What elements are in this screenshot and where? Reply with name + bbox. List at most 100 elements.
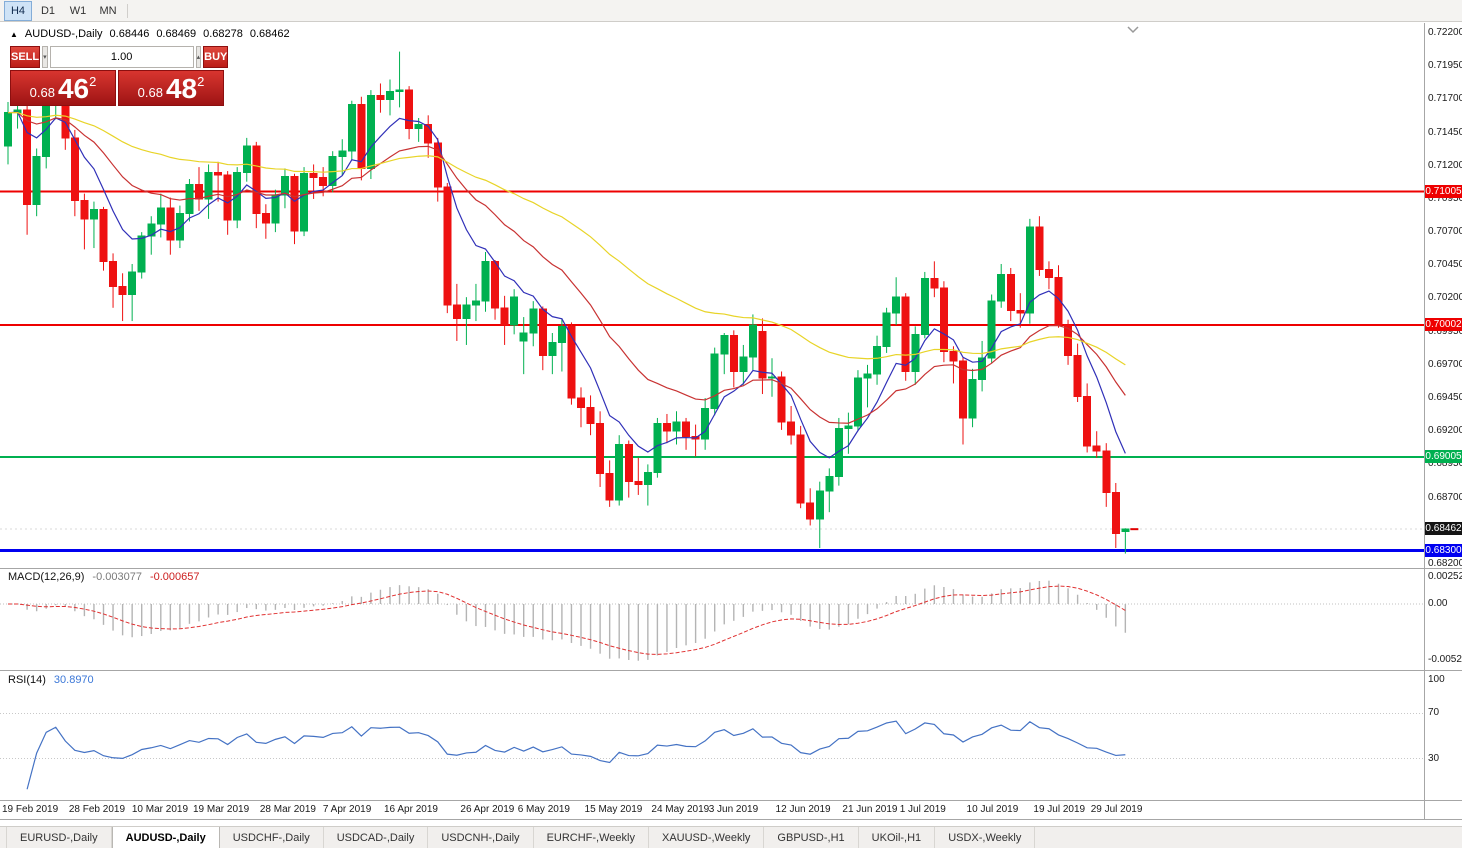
moving-average-line: [7, 111, 1126, 459]
timeframe-button-d1[interactable]: D1: [40, 4, 56, 17]
candle-body: [796, 434, 805, 504]
sell-price-base: 0.68: [29, 85, 55, 100]
chart-symbol-label: AUDUSD-,Daily: [24, 28, 103, 40]
date-axis-label: 10 Mar 2019: [131, 804, 189, 815]
candle-body: [1035, 226, 1044, 270]
chart-tab-usdcad[interactable]: USDCAD-,Daily: [324, 827, 429, 848]
price-axis-label: 0.69700: [1428, 358, 1462, 370]
chart-tab-ukoil[interactable]: UKOil-,H1: [859, 827, 936, 848]
chart-tab-usdcnh[interactable]: USDCNH-,Daily: [428, 827, 534, 848]
candle-body: [261, 213, 270, 224]
ohlc-low: 0.68278: [203, 28, 243, 40]
timeframe-button-mn[interactable]: MN: [99, 4, 117, 17]
chart-tab-xauusd[interactable]: XAUUSD-,Weekly: [649, 827, 765, 848]
candle-body: [1006, 274, 1015, 311]
buy-price-button[interactable]: 0.68 48 2: [118, 70, 224, 106]
candle-body: [89, 209, 98, 220]
macd-signal-line: [7, 585, 1126, 655]
sell-price-pips: 46: [57, 73, 90, 104]
chart-tab-usdchf[interactable]: USDCHF-,Daily: [220, 827, 324, 848]
candle-body: [672, 421, 681, 432]
volume-input[interactable]: [49, 46, 194, 68]
chart-tab-usdx[interactable]: USDX-,Weekly: [935, 827, 1036, 848]
sell-button[interactable]: SELL: [10, 46, 41, 68]
candle-body: [920, 278, 929, 335]
chart-tab-bar: EURUSD-,Daily AUDUSD-,Daily USDCHF-,Daily U…: [0, 826, 1462, 848]
candle-body: [901, 296, 910, 372]
chart-shift-icon: [1127, 26, 1139, 34]
candle-body: [643, 471, 652, 485]
candle-body: [930, 278, 939, 289]
price-axis-label: 0.70700: [1428, 226, 1462, 238]
ohlc-close: 0.68462: [249, 28, 290, 40]
candle-body: [557, 325, 566, 343]
candle-body: [768, 376, 776, 379]
candle-body: [787, 421, 796, 436]
candle-body: [309, 173, 318, 179]
date-axis-label: 7 Apr 2019: [322, 804, 372, 815]
price-axis-label: 0.71200: [1428, 159, 1462, 171]
date-axis-label: 10 Jul 2019: [966, 804, 1019, 815]
candle-body: [223, 174, 232, 221]
price-axis-label: 0.71950: [1428, 60, 1462, 72]
price-axis-label: 0.71700: [1428, 93, 1462, 105]
candle-body: [1111, 491, 1120, 534]
candle-body: [758, 331, 767, 379]
candle-body: [80, 199, 89, 220]
trade-panel-price-row: 0.68 46 2 0.68 48 2: [10, 70, 224, 106]
candle-body: [128, 271, 137, 296]
rsi-value: 30.8970: [53, 674, 94, 686]
candle-body: [156, 207, 165, 225]
candle-body: [424, 124, 433, 144]
candle-body: [443, 186, 452, 306]
candle-body: [481, 260, 490, 302]
candle-body: [23, 109, 32, 205]
volume-decrease-button[interactable]: ▾: [42, 46, 48, 68]
candle-body: [844, 425, 853, 430]
candle-body: [949, 351, 958, 362]
candle-body: [99, 209, 108, 262]
candle-body: [1025, 226, 1034, 314]
chart-tab-gbpusd[interactable]: GBPUSD-,H1: [764, 827, 859, 848]
candle-body: [386, 90, 394, 100]
date-axis-label: 16 Apr 2019: [384, 804, 438, 815]
rsi-axis-label: 100: [1428, 673, 1445, 685]
candle-body: [300, 173, 309, 232]
timeframe-toolbar: H4 D1 W1 MN: [0, 0, 1462, 22]
candle-body: [1016, 309, 1025, 314]
rsi-header: RSI(14) 30.8970: [8, 674, 94, 686]
macd-axis-label: 0.00: [1428, 598, 1448, 609]
candle-body: [32, 155, 41, 205]
rsi-axis-label: 70: [1428, 707, 1440, 719]
candle-body: [1083, 396, 1092, 447]
chart-tab-eurusd[interactable]: EURUSD-,Daily: [6, 827, 112, 848]
price-axis-label: 0.69200: [1428, 425, 1462, 437]
price-axis-label: 0.70200: [1428, 292, 1462, 304]
candle-body: [939, 287, 948, 353]
candle-body: [701, 408, 710, 440]
candle-body: [347, 104, 356, 152]
candle-body: [1121, 528, 1130, 532]
rsi-label: RSI(14): [8, 674, 46, 686]
chart-tab-eurchf[interactable]: EURCHF-,Weekly: [534, 827, 649, 848]
candle-body: [4, 112, 12, 147]
sell-price-button[interactable]: 0.68 46 2: [10, 70, 116, 106]
buy-button[interactable]: BUY: [203, 46, 229, 68]
candle-body: [491, 260, 500, 309]
candle-body: [290, 175, 299, 232]
candle-body: [624, 443, 633, 483]
chart-tab-audusd[interactable]: AUDUSD-,Daily: [111, 827, 220, 848]
candle-body: [863, 373, 872, 379]
candle-body: [1102, 450, 1111, 493]
candle-body: [452, 304, 461, 319]
candle-body: [567, 325, 576, 399]
volume-increase-button[interactable]: ▴: [195, 46, 202, 68]
timeframe-button-w1[interactable]: W1: [69, 4, 87, 17]
candle-body: [147, 223, 156, 237]
collapse-trade-panel-icon[interactable]: ▲: [10, 29, 18, 39]
timeframe-button-h4[interactable]: H4: [4, 0, 32, 21]
date-axis-label: 28 Feb 2019: [68, 804, 126, 815]
price-axis-label: 0.68200: [1428, 557, 1462, 569]
buy-price-point: 2: [197, 74, 205, 89]
